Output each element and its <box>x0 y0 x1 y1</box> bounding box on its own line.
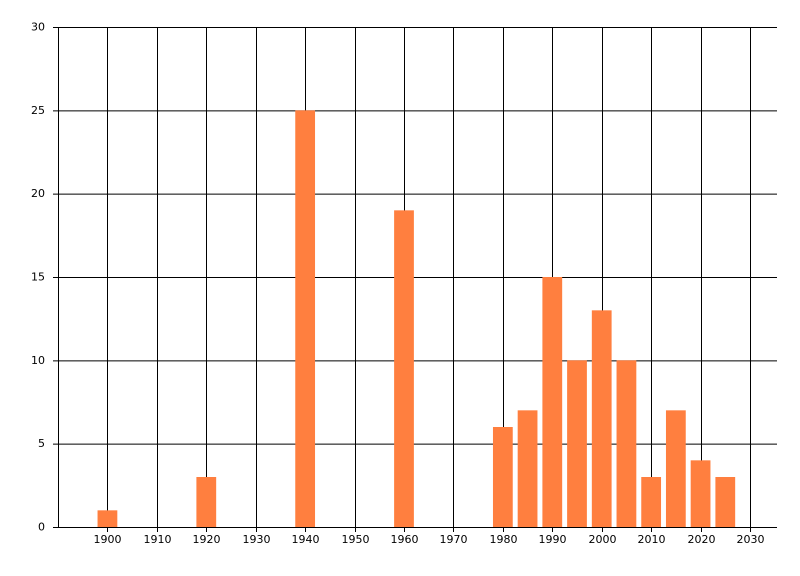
x-tick-label: 2030 <box>737 533 765 546</box>
bar <box>591 310 612 527</box>
bar <box>542 277 563 527</box>
bar <box>492 427 513 527</box>
x-tick-label: 1900 <box>94 533 122 546</box>
bar <box>665 410 686 527</box>
x-tick-label: 1960 <box>391 533 419 546</box>
x-tick-label: 1970 <box>440 533 468 546</box>
bar <box>97 510 118 527</box>
bar <box>295 110 316 527</box>
y-tick-label: 10 <box>31 354 45 367</box>
x-tick-label: 1980 <box>490 533 518 546</box>
x-tick-label: 1930 <box>243 533 271 546</box>
bar <box>517 410 538 527</box>
x-tick-label: 1940 <box>292 533 320 546</box>
y-tick-label: 20 <box>31 187 45 200</box>
y-tick-label: 15 <box>31 271 45 284</box>
x-tick-label: 2020 <box>688 533 716 546</box>
x-tick-label: 1950 <box>342 533 370 546</box>
bar <box>690 460 711 527</box>
x-tick-label: 1910 <box>144 533 172 546</box>
x-tick-label: 1990 <box>539 533 567 546</box>
y-tick-label: 0 <box>38 521 45 534</box>
x-tick-label: 2010 <box>638 533 666 546</box>
bar <box>641 477 662 527</box>
x-tick-label: 2000 <box>589 533 617 546</box>
y-tick-label: 30 <box>31 21 45 34</box>
bar <box>715 477 736 527</box>
y-tick-label: 5 <box>38 437 45 450</box>
bar <box>196 477 217 527</box>
y-tick-label: 25 <box>31 104 45 117</box>
bar <box>567 360 587 527</box>
bar <box>394 210 414 528</box>
bar <box>616 360 637 527</box>
x-tick-label: 1920 <box>193 533 221 546</box>
